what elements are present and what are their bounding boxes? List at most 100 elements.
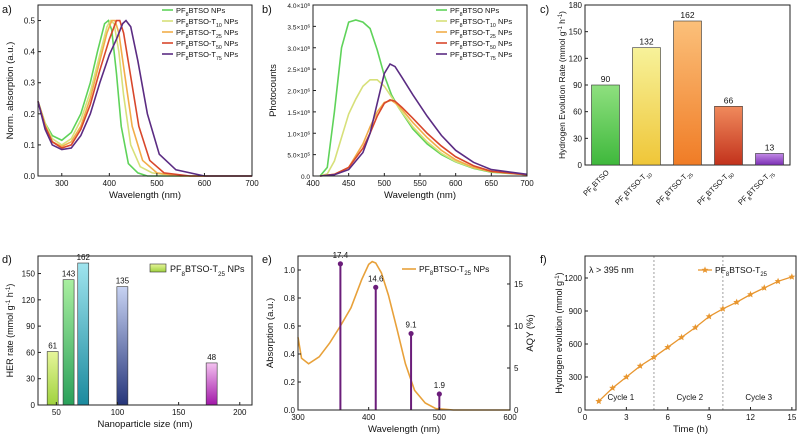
- cycle-label: Cycle 2: [676, 393, 703, 402]
- panel-label-c: c): [540, 4, 549, 16]
- x-tick-label: 100: [111, 408, 125, 417]
- x-tick-label: 400: [103, 179, 117, 188]
- bar-value-label: 66: [724, 95, 734, 105]
- hydrogen-line: [598, 276, 793, 402]
- series-line-a-4: [37, 19, 252, 177]
- bar-d-4: [116, 286, 129, 406]
- y-right-axis-label: AQY (%): [525, 314, 536, 351]
- x-tick-label: 400: [306, 179, 320, 188]
- data-point-star: [622, 373, 630, 380]
- bar-c-1: [591, 84, 620, 166]
- plot-frame: [584, 255, 797, 411]
- legend-entry: PF8BTSO-T10 NPs: [176, 17, 238, 29]
- series-line-b-4: [320, 99, 528, 177]
- x-tick-label: 200: [233, 408, 247, 417]
- legend-entry: PF8BTSO-T25 NPs: [170, 264, 245, 278]
- series-line-b-3: [320, 99, 528, 177]
- category-label: PF8BTSO: [581, 168, 613, 200]
- x-tick-label: 700: [245, 179, 259, 188]
- legend-entry: PF8BTSO-T50 NPs: [176, 39, 238, 51]
- legend-star: [701, 266, 709, 273]
- y-tick-label: 0.5: [24, 17, 36, 26]
- y-tick-label: 0.2: [284, 378, 296, 387]
- x-tick-label: 3: [624, 413, 629, 422]
- legend-entry: PF8BTSO-T25 NPs: [176, 28, 238, 40]
- y-right-tick-label: 10: [514, 322, 523, 331]
- y-tick-label: 90: [573, 81, 582, 90]
- panel-label-a: a): [2, 4, 12, 16]
- x-axis-label: Nanoparticle size (nm): [97, 419, 192, 430]
- panel-label-b: b): [262, 4, 272, 16]
- y-tick-label: 120: [569, 54, 583, 63]
- category-label: PF8BTSO-T10: [613, 168, 654, 209]
- y-tick-label: 5.0×105: [287, 151, 310, 160]
- y-tick-label: 0.0: [284, 406, 296, 415]
- y-tick-label: 900: [569, 307, 583, 316]
- x-tick-label: 6: [666, 413, 671, 422]
- y-tick-label: 1.0×106: [287, 130, 310, 139]
- y-tick-label: 0.6: [284, 322, 296, 331]
- y-tick-label: 0: [578, 406, 583, 415]
- y-axis-label: Hydrogen evolution (mmol g-1): [554, 272, 565, 393]
- y-tick-label: 0.8: [284, 294, 296, 303]
- x-tick-label: 700: [520, 179, 534, 188]
- x-tick-label: 15: [787, 413, 796, 422]
- bar-value-label: 13: [765, 142, 775, 152]
- x-tick-label: 650: [485, 179, 499, 188]
- bar-value-label: 162: [680, 10, 694, 20]
- x-tick-label: 12: [746, 413, 755, 422]
- x-tick-label: 300: [291, 413, 305, 422]
- legend-entry: PF8BTSO-T25 NPs: [450, 28, 512, 40]
- legend-entry: PF8BTSO-T10 NPs: [450, 17, 512, 29]
- y-tick-label: 0.4: [24, 48, 36, 57]
- y-right-tick-label: 5: [514, 364, 519, 373]
- y-axis-label: Absorption (a.u.): [265, 298, 276, 368]
- y-tick-label: 60: [26, 348, 35, 357]
- y-tick-label: 180: [569, 1, 583, 10]
- x-tick-label: 50: [52, 408, 61, 417]
- x-tick-label: 0: [583, 413, 588, 422]
- wavelength-annotation: λ > 395 nm: [589, 265, 634, 275]
- plot-frame: [37, 4, 253, 177]
- y-tick-label: 300: [569, 373, 583, 382]
- panel-label-d: d): [2, 254, 12, 266]
- bar-value-label: 135: [116, 277, 130, 286]
- x-tick-label: 9: [707, 413, 712, 422]
- y-tick-label: 600: [569, 340, 583, 349]
- x-tick-label: 550: [413, 179, 427, 188]
- y-tick-label: 2.5×106: [287, 66, 310, 75]
- x-tick-label: 600: [198, 179, 212, 188]
- data-point-star: [733, 298, 741, 306]
- y-axis-label: Photocounts: [268, 64, 279, 117]
- data-point-star: [788, 273, 796, 280]
- x-tick-label: 400: [362, 413, 376, 422]
- data-point-star: [609, 384, 617, 391]
- y-tick-label: 60: [573, 108, 582, 117]
- y-axis-label: Norm. absorption (a.u.): [5, 42, 16, 140]
- y-axis-label: Hydrogen Evolution Rate (mmol g-1 h-1): [557, 11, 567, 159]
- x-tick-label: 500: [433, 413, 447, 422]
- legend-entry: PF8BTSO-T75 NPs: [450, 50, 512, 62]
- data-point-star: [747, 290, 754, 298]
- data-point-star: [691, 323, 699, 331]
- data-point-star: [664, 343, 672, 351]
- absorption-line: [297, 260, 510, 411]
- y-tick-label: 90: [26, 322, 35, 331]
- aqy-stem-marker: [373, 284, 379, 290]
- x-axis-label: Wavelength (nm): [368, 424, 440, 435]
- legend-entry: PF8BTSO-T25 NPs: [419, 264, 489, 277]
- x-axis-label: Wavelength (nm): [109, 190, 181, 201]
- y-tick-label: 150: [569, 28, 583, 37]
- series-line-a-5: [37, 19, 252, 177]
- aqy-value-label: 1.9: [434, 381, 446, 390]
- legend-entry: PF8BTSO NPs: [176, 6, 225, 18]
- data-point-star: [636, 362, 644, 369]
- data-point-star: [760, 284, 768, 291]
- bar-value-label: 48: [207, 353, 216, 362]
- x-axis-label: Time (h): [673, 424, 708, 435]
- category-label: PF8BTSO-T75: [736, 168, 777, 209]
- bar-c-2: [632, 47, 661, 166]
- y-axis-label: HER rate (mmol g-1 h-1): [5, 284, 16, 378]
